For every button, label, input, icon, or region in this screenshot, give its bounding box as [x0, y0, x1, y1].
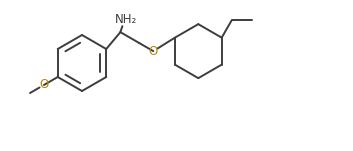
Text: O: O: [39, 79, 48, 92]
Text: O: O: [149, 45, 158, 58]
Text: NH₂: NH₂: [115, 13, 138, 26]
